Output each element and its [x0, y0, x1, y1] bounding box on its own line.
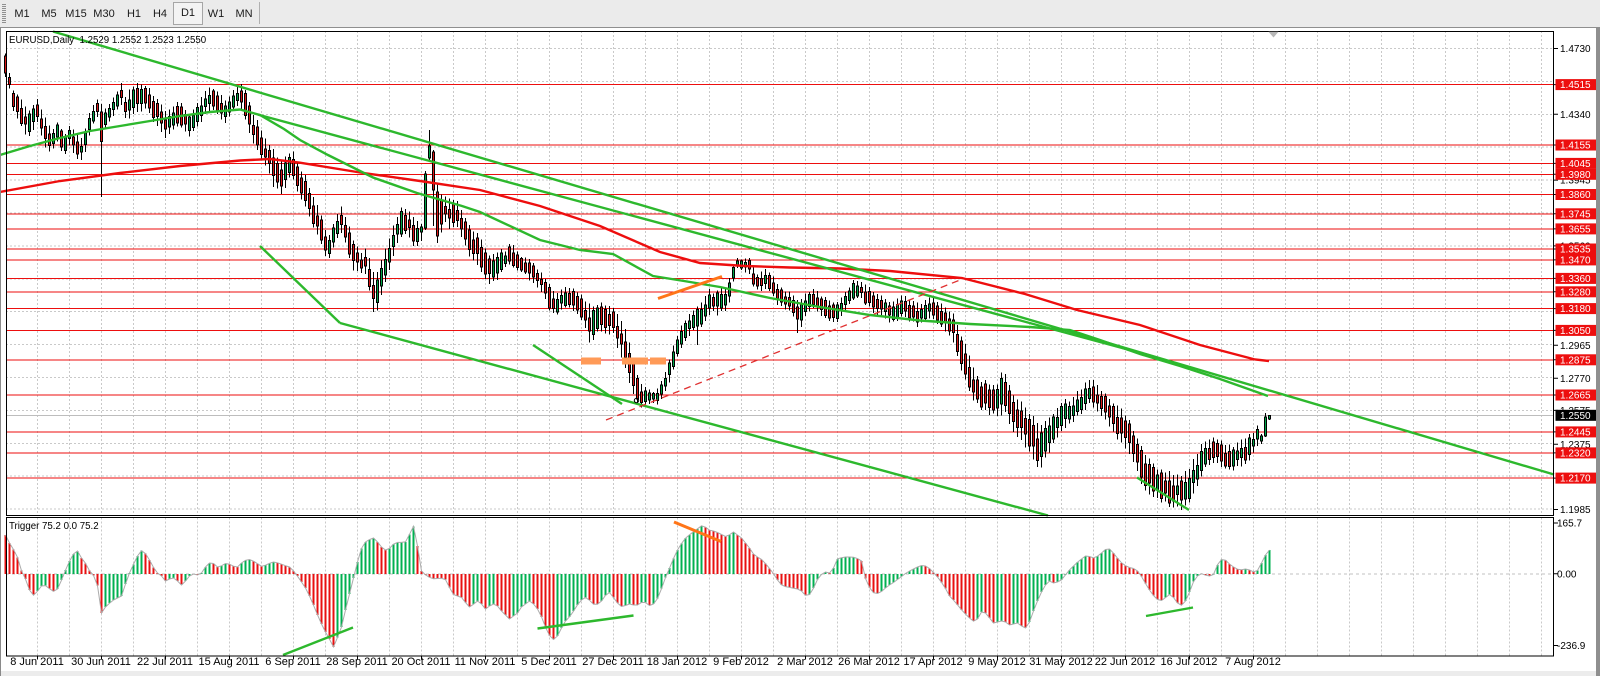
svg-text:31 May 2012: 31 May 2012 [1029, 656, 1093, 668]
svg-text:9 May 2012: 9 May 2012 [968, 656, 1025, 668]
svg-text:5 Dec 2011: 5 Dec 2011 [521, 656, 576, 668]
svg-text:1.3860: 1.3860 [1560, 190, 1591, 201]
svg-text:18 Jan 2012: 18 Jan 2012 [647, 656, 708, 668]
svg-text:1.3655: 1.3655 [1560, 224, 1591, 235]
svg-text:1.4045: 1.4045 [1560, 159, 1591, 170]
svg-text:1.2665: 1.2665 [1560, 391, 1591, 402]
svg-text:1.4730: 1.4730 [1560, 44, 1591, 55]
svg-text:1.3360: 1.3360 [1560, 274, 1591, 285]
svg-text:1.2875: 1.2875 [1560, 355, 1591, 366]
svg-text:1.2445: 1.2445 [1560, 427, 1591, 438]
svg-text:20 Oct 2011: 20 Oct 2011 [391, 656, 450, 668]
svg-text:22 Jul 2011: 22 Jul 2011 [137, 656, 193, 668]
svg-text:1.3980: 1.3980 [1560, 170, 1591, 181]
svg-text:165.7: 165.7 [1557, 519, 1582, 530]
svg-text:1.2170: 1.2170 [1560, 474, 1591, 485]
svg-text:7 Aug 2012: 7 Aug 2012 [1225, 656, 1281, 668]
svg-text:1.3180: 1.3180 [1560, 304, 1591, 315]
svg-text:8 Jun 2011: 8 Jun 2011 [10, 656, 64, 668]
svg-text:EURUSD,Daily 1.2529 1.2552 1.: EURUSD,Daily 1.2529 1.2552 1.2523 1.2550 [9, 35, 207, 46]
svg-text:1.2375: 1.2375 [1560, 440, 1591, 451]
svg-text:9 Feb 2012: 9 Feb 2012 [713, 656, 769, 668]
svg-text:28 Sep 2011: 28 Sep 2011 [326, 656, 388, 668]
svg-text:17 Apr 2012: 17 Apr 2012 [903, 656, 962, 668]
svg-text:1.1985: 1.1985 [1560, 505, 1591, 516]
svg-text:1.4155: 1.4155 [1560, 141, 1591, 152]
svg-text:15 Aug 2011: 15 Aug 2011 [199, 656, 260, 668]
svg-text:1.2965: 1.2965 [1560, 341, 1591, 352]
svg-text:1.2320: 1.2320 [1560, 448, 1591, 459]
svg-text:1.3280: 1.3280 [1560, 287, 1591, 298]
svg-text:26 Mar 2012: 26 Mar 2012 [838, 656, 900, 668]
svg-text:1.3945: 1.3945 [1560, 176, 1591, 187]
svg-text:1.2770: 1.2770 [1560, 374, 1591, 385]
svg-text:Trigger 75.2 0.0 75.2: Trigger 75.2 0.0 75.2 [9, 521, 99, 532]
svg-text:22 Jun 2012: 22 Jun 2012 [1095, 656, 1156, 668]
svg-text:27 Dec 2011: 27 Dec 2011 [582, 656, 644, 668]
svg-text:-236.9: -236.9 [1557, 641, 1586, 652]
svg-text:16 Jul 2012: 16 Jul 2012 [1161, 656, 1218, 668]
svg-text:1.4340: 1.4340 [1560, 110, 1591, 121]
svg-text:2 Mar 2012: 2 Mar 2012 [777, 656, 833, 668]
svg-text:1.3745: 1.3745 [1560, 209, 1591, 220]
svg-text:1.3050: 1.3050 [1560, 326, 1591, 337]
svg-text:6 Sep 2011: 6 Sep 2011 [265, 656, 320, 668]
svg-text:1.2550: 1.2550 [1560, 411, 1591, 422]
svg-text:1.3535: 1.3535 [1560, 245, 1591, 256]
svg-text:11 Nov 2011: 11 Nov 2011 [455, 656, 516, 668]
svg-text:1.3470: 1.3470 [1560, 255, 1591, 266]
svg-text:1.4515: 1.4515 [1560, 80, 1591, 91]
svg-text:30 Jun 2011: 30 Jun 2011 [71, 656, 131, 668]
svg-text:0.00: 0.00 [1557, 569, 1577, 580]
